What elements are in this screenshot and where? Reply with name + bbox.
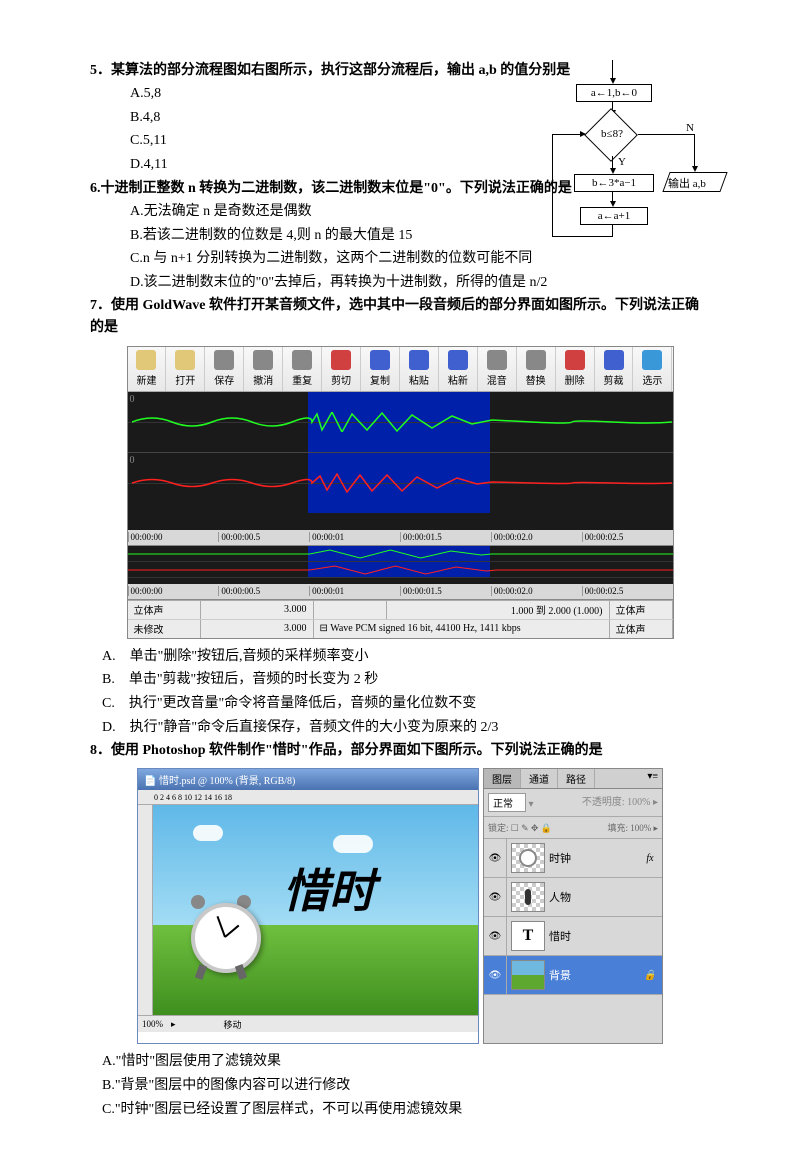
q6-opt-d: D.该二进制数末位的"0"去掉后，再转换为十进制数，所得的值是 n/2 bbox=[130, 272, 710, 294]
gw-ruler-1: 00:00:0000:00:00.500:00:0100:00:01.500:0… bbox=[128, 530, 673, 546]
gw-btn-保存[interactable]: 保存 bbox=[205, 347, 244, 391]
layer-thumbnail bbox=[511, 882, 545, 912]
layer-thumbnail: T bbox=[511, 921, 545, 951]
fc-no-label: N bbox=[686, 122, 694, 134]
ps-layer-惜时[interactable]: 👁T惜时 bbox=[484, 917, 662, 956]
gw-btn-粘新[interactable]: 粘新 bbox=[439, 347, 478, 391]
fc-condition-text: b≤8? bbox=[590, 128, 634, 140]
q6-header: 6.十进制正整数 n 转换为二进制数，该二进制数末位是"0"。下列说法正确的是 bbox=[90, 181, 572, 196]
ps-blend-controls[interactable]: 正常 ▾ 不透明度: 100% ▸ bbox=[484, 789, 662, 817]
fc-yes-label: Y bbox=[618, 156, 626, 168]
ps-layer-背景[interactable]: 👁 背景🔒 bbox=[484, 956, 662, 995]
gw-btn-粘贴[interactable]: 粘贴 bbox=[400, 347, 439, 391]
gw-btn-重复[interactable]: 重复 bbox=[283, 347, 322, 391]
ps-ruler-v bbox=[138, 805, 153, 1015]
gw-waveform-main[interactable]: 0 0 bbox=[128, 392, 673, 530]
flowchart: a←1,b←0 b≤8? Y N b←3*a−1 输出 a,b a←a+1 bbox=[546, 60, 724, 246]
q8-opt-a: A."惜时"图层使用了滤镜效果 bbox=[102, 1050, 710, 1074]
q8-opt-c: C."时钟"图层已经设置了图层样式，不可以再使用滤镜效果 bbox=[102, 1098, 710, 1122]
gw-btn-复制[interactable]: 复制 bbox=[361, 347, 400, 391]
q7-header: 7．使用 GoldWave 软件打开某音频文件，选中其中一段音频后的部分界面如图… bbox=[90, 298, 699, 335]
goldwave-window: 新建打开保存撤消重复剪切复制粘贴粘新混音替换删除剪裁选示 0 0 00:00:0… bbox=[127, 346, 674, 639]
q7-opt-d: D. 执行"静音"命令后直接保存，音频文件的大小变为原来的 2/3 bbox=[102, 716, 710, 740]
ps-tab-layers[interactable]: 图层 bbox=[484, 769, 521, 788]
gw-waveform-overview[interactable] bbox=[128, 546, 673, 584]
gw-btn-替换[interactable]: 替换 bbox=[517, 347, 556, 391]
gw-status-2: 未修改 3.000 ⊟ Wave PCM signed 16 bit, 4410… bbox=[128, 619, 673, 638]
q6-opt-c: C.n 与 n+1 分别转换为二进制数，这两个二进制数的位数可能不同 bbox=[130, 248, 710, 270]
ps-layers-panel: 图层 通道 路径 ▾≡ 正常 ▾ 不透明度: 100% ▸ 锁定: ☐ ✎ ✥ … bbox=[483, 768, 663, 1044]
layer-name-label: 人物 bbox=[549, 889, 638, 905]
gw-btn-打开[interactable]: 打开 bbox=[166, 347, 205, 391]
q8-opt-b: B."背景"图层中的图像内容可以进行修改 bbox=[102, 1074, 710, 1098]
gw-btn-选示[interactable]: 选示 bbox=[633, 347, 672, 391]
fc-step1-box: b←3*a−1 bbox=[574, 174, 654, 192]
ps-tab-paths[interactable]: 路径 bbox=[558, 769, 595, 788]
gw-btn-撤消[interactable]: 撤消 bbox=[244, 347, 283, 391]
q7-opt-b: B. 单击"剪裁"按钮后，音频的时长变为 2 秒 bbox=[102, 668, 710, 692]
q7-opt-a: A. 单击"删除"按钮后,音频的采样频率变小 bbox=[102, 645, 710, 669]
layer-fx-icon: 🔒 bbox=[638, 970, 662, 981]
ps-canvas[interactable]: 惜时 bbox=[153, 805, 478, 1015]
layer-name-label: 惜时 bbox=[549, 928, 638, 944]
q7-opt-c: C. 执行"更改音量"命令将音量降低后，音频的量化位数不变 bbox=[102, 692, 710, 716]
layer-thumbnail bbox=[511, 843, 545, 873]
layer-visibility-icon[interactable]: 👁 bbox=[484, 839, 507, 877]
gw-status-1: 立体声 3.000 1.000 到 2.000 (1.000) 立体声 bbox=[128, 600, 673, 619]
ps-ruler-h: 0 2 4 6 8 10 12 14 16 18 bbox=[138, 790, 478, 805]
ps-lock-controls[interactable]: 锁定: ☐ ✎ ✥ 🔒 填充: 100% ▸ bbox=[484, 817, 662, 839]
ps-layer-人物[interactable]: 👁 人物 bbox=[484, 878, 662, 917]
q8-options: A."惜时"图层使用了滤镜效果 B."背景"图层中的图像内容可以进行修改 C."… bbox=[102, 1050, 710, 1121]
ps-document-window: 📄 惜时.psd @ 100% (背景, RGB/8) 0 2 4 6 8 10… bbox=[137, 768, 479, 1044]
layer-visibility-icon[interactable]: 👁 bbox=[484, 917, 507, 955]
ps-layer-时钟[interactable]: 👁 时钟fx bbox=[484, 839, 662, 878]
layer-thumbnail bbox=[511, 960, 545, 990]
gw-ruler-2: 00:00:0000:00:00.500:00:0100:00:01.500:0… bbox=[128, 584, 673, 600]
layer-visibility-icon[interactable]: 👁 bbox=[484, 878, 507, 916]
gw-toolbar: 新建打开保存撤消重复剪切复制粘贴粘新混音替换删除剪裁选示 bbox=[128, 347, 673, 392]
fc-init-box: a←1,b←0 bbox=[576, 84, 652, 102]
gw-btn-混音[interactable]: 混音 bbox=[478, 347, 517, 391]
ps-panel-tabs[interactable]: 图层 通道 路径 ▾≡ bbox=[483, 768, 663, 789]
fc-step2-box: a←a+1 bbox=[580, 207, 648, 225]
ps-clock-image bbox=[179, 891, 267, 979]
fc-output-text: 输出 a,b bbox=[668, 175, 706, 191]
q7-options: A. 单击"删除"按钮后,音频的采样频率变小 B. 单击"剪裁"按钮后，音频的时… bbox=[102, 645, 710, 740]
ps-status-bar: 100%▸移动 bbox=[138, 1015, 478, 1032]
ps-title-bar: 📄 惜时.psd @ 100% (背景, RGB/8) bbox=[138, 769, 478, 790]
q8-header: 8．使用 Photoshop 软件制作"惜时"作品，部分界面如下图所示。下列说法… bbox=[90, 743, 603, 758]
ps-text-xishi: 惜时 bbox=[283, 855, 375, 921]
gw-btn-新建[interactable]: 新建 bbox=[128, 347, 167, 391]
gw-btn-剪切[interactable]: 剪切 bbox=[322, 347, 361, 391]
ps-tab-channels[interactable]: 通道 bbox=[521, 769, 558, 788]
gw-btn-删除[interactable]: 删除 bbox=[556, 347, 595, 391]
layer-name-label: 背景 bbox=[549, 967, 638, 983]
layer-name-label: 时钟 bbox=[549, 850, 638, 866]
layer-visibility-icon[interactable]: 👁 bbox=[484, 956, 507, 994]
layer-fx-icon: fx bbox=[638, 853, 662, 864]
gw-btn-剪裁[interactable]: 剪裁 bbox=[595, 347, 634, 391]
